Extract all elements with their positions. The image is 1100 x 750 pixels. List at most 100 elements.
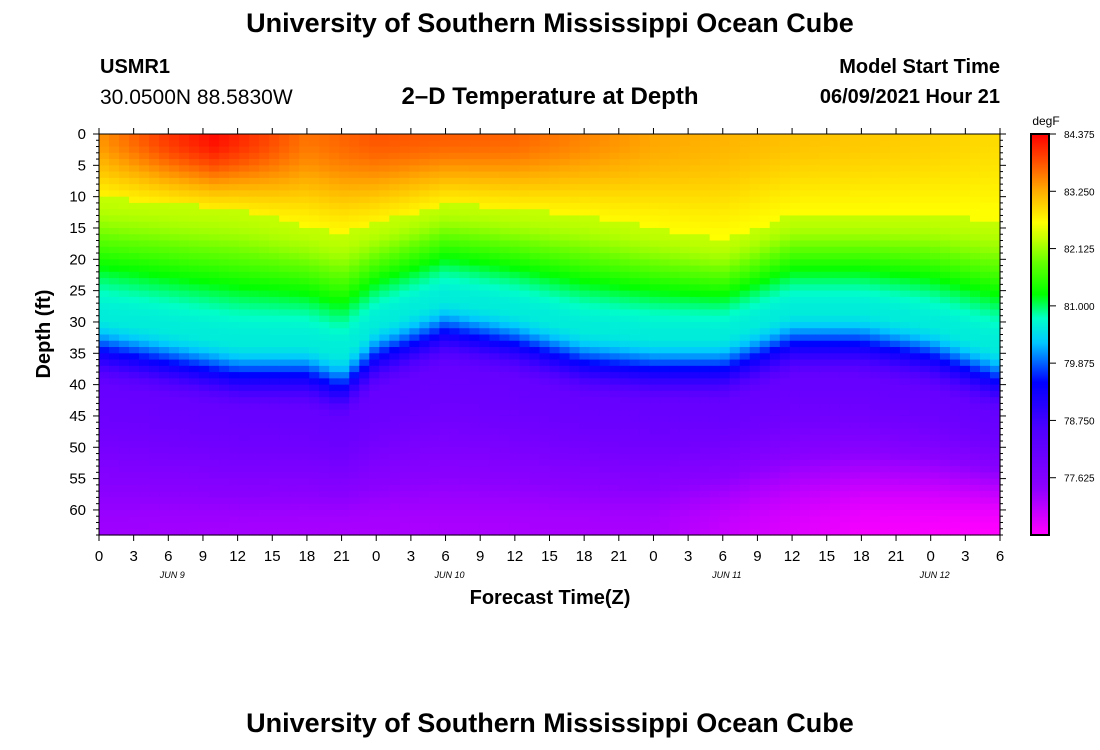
heatmap-cell	[489, 278, 501, 285]
heatmap-cell	[839, 359, 851, 367]
heatmap-cell	[369, 146, 380, 154]
heatmap-cell	[109, 190, 120, 198]
heatmap-cell	[759, 315, 771, 323]
heatmap-cell	[489, 152, 501, 160]
heatmap-cell	[509, 165, 521, 173]
heatmap-cell	[519, 159, 531, 166]
heatmap-cell	[599, 303, 611, 311]
heatmap-cell	[339, 309, 350, 317]
heatmap-cell	[199, 165, 210, 173]
heatmap-cell	[549, 234, 561, 242]
heatmap-cell	[679, 159, 691, 166]
heatmap-cell	[299, 190, 310, 198]
heatmap-cell	[719, 184, 731, 191]
heatmap-cell	[269, 441, 280, 448]
heatmap-cell	[509, 359, 521, 367]
heatmap-cell	[679, 265, 691, 273]
heatmap-cell	[109, 441, 120, 448]
heatmap-cell	[219, 528, 230, 536]
heatmap-cell	[759, 528, 771, 536]
heatmap-cell	[399, 397, 410, 405]
heatmap-cell	[859, 340, 871, 348]
heatmap-cell	[479, 472, 491, 480]
heatmap-cell	[189, 290, 200, 298]
heatmap-cell	[789, 253, 801, 260]
heatmap-cell	[519, 184, 531, 191]
heatmap-cell	[109, 246, 120, 254]
heatmap-cell	[279, 434, 290, 442]
heatmap-cell	[159, 328, 170, 336]
heatmap-cell	[759, 453, 771, 461]
heatmap-cell	[749, 491, 761, 499]
heatmap-cell	[239, 134, 250, 141]
heatmap-cell	[289, 309, 300, 317]
heatmap-cell	[869, 340, 881, 348]
heatmap-cell	[169, 353, 180, 361]
heatmap-cell	[369, 296, 380, 304]
heatmap-cell	[149, 509, 160, 517]
heatmap-cell	[439, 152, 450, 160]
heatmap-cell	[339, 503, 350, 511]
heatmap-cell	[599, 315, 611, 323]
heatmap-cell	[609, 303, 621, 311]
heatmap-cell	[399, 296, 410, 304]
heatmap-cell	[309, 509, 320, 517]
heatmap-cell	[499, 202, 511, 210]
heatmap-cell	[419, 397, 430, 405]
heatmap-cell	[299, 390, 310, 398]
heatmap-cell	[799, 165, 811, 173]
heatmap-cell	[349, 196, 360, 204]
heatmap-cell	[99, 509, 110, 517]
heatmap-cell	[779, 234, 791, 242]
heatmap-cell	[179, 441, 190, 448]
heatmap-cell	[629, 516, 641, 524]
heatmap-cell	[799, 365, 811, 373]
heatmap-cell	[429, 196, 440, 204]
heatmap-cell	[779, 509, 791, 517]
heatmap-cell	[829, 359, 841, 367]
heatmap-cell	[499, 422, 511, 430]
heatmap-cell	[399, 140, 410, 148]
heatmap-cell	[99, 403, 110, 411]
heatmap-cell	[339, 177, 350, 185]
heatmap-cell	[519, 234, 531, 242]
heatmap-cell	[819, 134, 831, 141]
heatmap-cell	[619, 516, 631, 524]
heatmap-cell	[369, 334, 380, 342]
heatmap-cell	[849, 209, 861, 217]
heatmap-cell	[689, 271, 701, 279]
heatmap-cell	[129, 171, 140, 179]
heatmap-cell	[309, 478, 320, 486]
heatmap-cell	[729, 152, 741, 160]
heatmap-cell	[119, 221, 130, 229]
heatmap-cell	[589, 359, 601, 367]
heatmap-cell	[519, 246, 531, 254]
heatmap-cell	[849, 409, 861, 417]
heatmap-cell	[509, 309, 521, 317]
heatmap-cell	[169, 240, 180, 248]
heatmap-cell	[389, 184, 400, 191]
heatmap-cell	[239, 246, 250, 254]
heatmap-cell	[509, 234, 521, 242]
heatmap-cell	[289, 447, 300, 455]
heatmap-cell	[109, 309, 120, 317]
heatmap-cell	[699, 522, 711, 530]
heatmap-cell	[629, 227, 641, 235]
heatmap-cell	[799, 290, 811, 298]
heatmap-cell	[179, 246, 190, 254]
heatmap-cell	[649, 359, 661, 367]
heatmap-cell	[189, 378, 200, 386]
heatmap-cell	[859, 522, 871, 530]
heatmap-cell	[869, 478, 881, 486]
heatmap-cell	[299, 353, 310, 361]
heatmap-cell	[329, 328, 340, 336]
heatmap-cell	[139, 271, 150, 279]
heatmap-cell	[269, 353, 280, 361]
heatmap-cell	[409, 177, 420, 185]
heatmap-cell	[769, 497, 781, 505]
heatmap-cell	[519, 422, 531, 430]
heatmap-cell	[239, 516, 250, 524]
heatmap-cell	[809, 134, 821, 141]
heatmap-cell	[779, 177, 791, 185]
heatmap-cell	[409, 334, 420, 342]
